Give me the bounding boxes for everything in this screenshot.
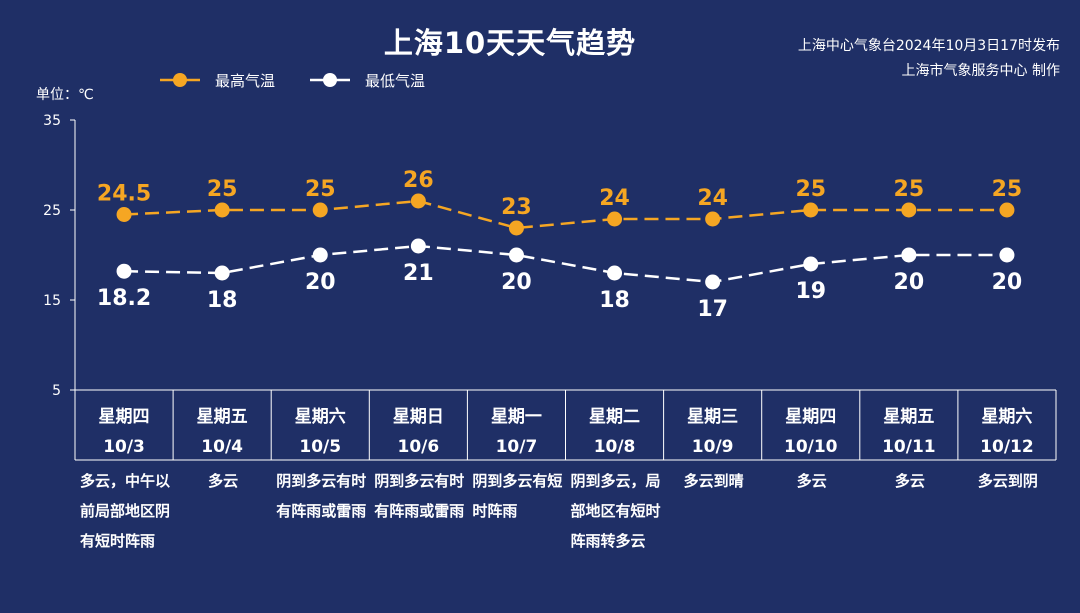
high-temp-point (116, 207, 132, 222)
low-temp-point (312, 247, 328, 263)
chart-title: 上海10天天气趋势 (383, 26, 637, 60)
date-label: 10/8 (594, 437, 636, 457)
high-temp-point (312, 202, 328, 218)
legend-marker (323, 73, 337, 87)
low-temp-point (410, 238, 426, 254)
weekday-label: 星期六 (981, 406, 1032, 427)
low-temp-label: 17 (697, 297, 728, 322)
low-temp-label: 21 (403, 261, 434, 286)
date-label: 10/7 (496, 437, 538, 457)
y-tick-label: 25 (43, 203, 61, 219)
weekday-label: 星期六 (295, 406, 346, 427)
low-temp-label: 19 (795, 279, 826, 304)
legend-label: 最高气温 (215, 72, 275, 90)
high-temp-point (214, 202, 230, 218)
high-temp-label: 26 (403, 168, 434, 193)
high-temp-label: 25 (795, 177, 826, 202)
low-temp-line (124, 244, 1007, 284)
high-temp-point (999, 202, 1015, 218)
unit-label: 单位：℃ (36, 87, 94, 103)
weather-description: 多云到阴 (977, 472, 1038, 490)
weather-description: 阴到多云有短时阵雨 (472, 472, 563, 520)
high-temp-label: 25 (894, 177, 925, 202)
low-temp-label: 18 (599, 288, 630, 313)
high-temp-line (123, 199, 1007, 230)
weekday-label: 星期二 (589, 407, 640, 427)
y-tick-label: 5 (52, 383, 61, 399)
weekday-label: 星期四 (99, 407, 150, 427)
date-label: 10/11 (882, 437, 936, 457)
producer-line: 上海市气象服务中心 制作 (901, 63, 1060, 79)
low-temp-point (901, 247, 917, 263)
high-temp-label: 24 (697, 186, 728, 211)
issuer-line: 上海中心气象台2024年10月3日17时发布 (797, 38, 1060, 54)
low-temp-label: 20 (501, 270, 532, 295)
date-label: 10/10 (784, 437, 838, 457)
high-temp-label: 25 (992, 177, 1023, 202)
low-temp-point (214, 265, 230, 281)
low-temp-point (116, 263, 132, 279)
high-temp-point (705, 211, 721, 227)
high-temp-point (607, 211, 623, 227)
weekday-label: 星期四 (785, 407, 836, 427)
low-temp-label: 20 (305, 270, 336, 295)
high-temp-point (803, 202, 819, 218)
legend-marker (173, 73, 187, 87)
high-temp-point (901, 202, 917, 218)
low-temp-point (999, 247, 1015, 263)
weather-description: 多云，中午以前局部地区阴有短时阵雨 (80, 472, 171, 550)
weekday-label: 星期一 (491, 407, 542, 427)
weekday-label: 星期五 (197, 407, 248, 427)
date-label: 10/3 (103, 437, 145, 457)
low-temp-label: 18 (207, 288, 238, 313)
high-temp-label: 24 (599, 186, 630, 211)
weather-description: 阴到多云有时有阵雨或雷雨 (276, 472, 367, 520)
high-temp-point (508, 220, 524, 236)
weather-description: 多云到晴 (683, 472, 744, 490)
legend-label: 最低气温 (365, 72, 425, 90)
high-temp-label: 25 (207, 177, 238, 202)
date-label: 10/9 (692, 437, 734, 457)
high-temp-label: 24.5 (97, 182, 151, 207)
low-temp-label: 20 (894, 270, 925, 295)
weather-description: 多云 (208, 472, 239, 490)
low-temp-point (705, 274, 721, 290)
low-temp-label: 20 (992, 270, 1023, 295)
weekday-label: 星期日 (393, 407, 444, 427)
y-tick-label: 15 (43, 293, 61, 309)
low-temp-point (803, 256, 819, 272)
date-label: 10/12 (980, 437, 1034, 457)
date-label: 10/4 (201, 437, 243, 457)
low-temp-point (607, 265, 623, 281)
date-label: 10/6 (397, 437, 439, 457)
high-temp-label: 25 (305, 177, 336, 202)
high-temp-point (410, 193, 426, 209)
y-tick-label: 35 (43, 113, 61, 129)
low-temp-point (508, 247, 524, 263)
low-temp-label: 18.2 (97, 286, 151, 311)
weekday-label: 星期五 (883, 407, 934, 427)
high-temp-label: 23 (501, 195, 532, 220)
weather-description: 阴到多云，局部地区有短时阵雨转多云 (570, 472, 661, 550)
weather-description: 阴到多云有时有阵雨或雷雨 (374, 472, 465, 520)
weekday-label: 星期三 (687, 407, 738, 427)
weather-description: 多云 (894, 472, 925, 490)
date-label: 10/5 (299, 437, 341, 457)
weather-description: 多云 (796, 472, 827, 490)
